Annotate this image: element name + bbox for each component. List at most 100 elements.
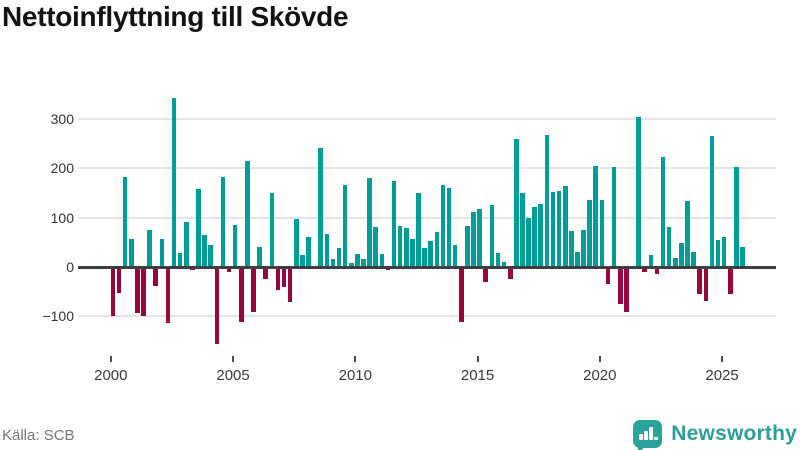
icon-bar-medium <box>644 431 648 440</box>
bar-2000-q1 <box>110 267 116 317</box>
x-tick-2005 <box>232 356 235 362</box>
bar-2008-q3 <box>318 147 324 267</box>
x-tick-label: 2015 <box>460 367 495 384</box>
bar-2019-q4 <box>593 165 599 267</box>
bar-2010-q3 <box>367 177 372 267</box>
bar-2007-q4 <box>300 254 305 267</box>
bar-2010-q2 <box>361 258 366 267</box>
bar-2018-q2 <box>556 190 562 267</box>
bar-2017-q2 <box>532 207 537 267</box>
bar-2007-q1 <box>281 267 287 287</box>
bar-2011-q4 <box>397 225 403 267</box>
bar-2016-q4 <box>520 192 525 267</box>
bar-2006-q2 <box>263 267 268 279</box>
bar-2012-q3 <box>416 192 421 267</box>
bar-2017-q1 <box>526 217 531 267</box>
bar-2013-q1 <box>428 240 434 267</box>
bar-2014-q3 <box>465 225 470 267</box>
bar-2002-q4 <box>177 253 183 267</box>
newsworthy-logo[interactable]: Newsworthy <box>633 420 797 450</box>
gridline-y--100 <box>78 315 776 318</box>
bar-2015-q3 <box>489 204 495 267</box>
gridline-y-200 <box>78 167 776 170</box>
x-tick-label: 2000 <box>94 367 128 384</box>
bar-2010-q4 <box>373 226 379 267</box>
bar-2005-q2 <box>238 267 244 322</box>
bar-2022-q4 <box>666 227 672 267</box>
bar-2013-q3 <box>440 184 446 267</box>
bar-2018-q3 <box>562 185 568 267</box>
bar-2025-q4 <box>740 247 745 267</box>
bar-2007-q2 <box>287 267 293 303</box>
x-tick-2020 <box>598 356 601 362</box>
bar-2023-q1 <box>672 257 678 267</box>
bar-2024-q3 <box>709 135 715 267</box>
bar-2005-q1 <box>232 225 238 267</box>
bar-2004-q4 <box>226 267 232 272</box>
bar-2019-q3 <box>587 199 592 267</box>
y-tick-label: 200 <box>50 160 74 177</box>
x-tick-2025 <box>721 356 724 362</box>
bar-2001-q4 <box>153 267 158 287</box>
bar-2012-q2 <box>410 239 415 267</box>
bar-2001-q1 <box>135 267 140 313</box>
bar-2003-q3 <box>196 189 201 267</box>
bar-2018-q1 <box>550 192 556 267</box>
newsworthy-wordmark: Newsworthy <box>671 422 797 445</box>
bar-2015-q1 <box>477 208 482 267</box>
x-tick-2000 <box>109 356 112 362</box>
x-tick-label: 2025 <box>705 367 739 384</box>
bar-2023-q3 <box>685 200 690 267</box>
y-tick-label: −100 <box>42 308 74 325</box>
bar-2013-q2 <box>434 231 440 267</box>
bar-2011-q1 <box>379 253 385 267</box>
bar-2023-q2 <box>679 243 684 267</box>
y-tick-label: 0 <box>66 259 74 275</box>
bar-2009-q4 <box>348 262 354 267</box>
bar-2002-q3 <box>171 97 177 267</box>
bar-2014-q4 <box>471 212 476 267</box>
bar-2021-q1 <box>624 267 629 312</box>
x-tick-label: 2020 <box>583 367 617 384</box>
bar-2024-q4 <box>715 239 721 267</box>
bar-2007-q3 <box>293 219 299 267</box>
bar-2005-q4 <box>251 267 256 312</box>
bar-2015-q4 <box>495 252 501 267</box>
bar-2025-q1 <box>721 237 727 267</box>
bar-2017-q4 <box>544 135 550 267</box>
chart-title: Nettoinflyttning till Skövde <box>2 1 349 32</box>
bar-2018-q4 <box>569 230 574 267</box>
bar-2025-q3 <box>734 167 739 267</box>
bar-2022-q3 <box>660 156 666 267</box>
speech-bubble-tail <box>638 446 647 450</box>
bar-2000-q3 <box>122 176 128 267</box>
bar-2005-q3 <box>245 160 250 267</box>
bar-2003-q1 <box>183 222 189 267</box>
icon-bar-tall <box>649 427 653 440</box>
bar-2013-q4 <box>446 187 452 267</box>
bar-2001-q3 <box>147 229 152 267</box>
bar-2022-q2 <box>654 267 660 275</box>
bar-2014-q1 <box>452 244 458 267</box>
bar-2025-q2 <box>727 267 733 294</box>
bar-2004-q1 <box>208 244 213 267</box>
bar-2004-q2 <box>214 267 220 345</box>
bar-2006-q4 <box>275 267 281 291</box>
bar-2006-q3 <box>269 193 275 267</box>
bar-2000-q2 <box>116 267 122 294</box>
bar-2014-q2 <box>459 267 464 322</box>
bar-2019-q1 <box>575 252 580 267</box>
newsworthy-bar-chart-icon <box>633 420 663 450</box>
icon-bar-small <box>639 434 643 440</box>
bar-2004-q3 <box>220 176 226 267</box>
bar-2016-q3 <box>514 139 519 267</box>
bar-2021-q3 <box>636 116 641 267</box>
bar-2008-q1 <box>306 236 311 267</box>
bar-2012-q1 <box>404 227 409 267</box>
bar-2009-q2 <box>336 247 342 267</box>
bar-2011-q3 <box>391 180 397 267</box>
bar-2002-q2 <box>165 267 171 324</box>
bar-2024-q1 <box>697 267 702 294</box>
